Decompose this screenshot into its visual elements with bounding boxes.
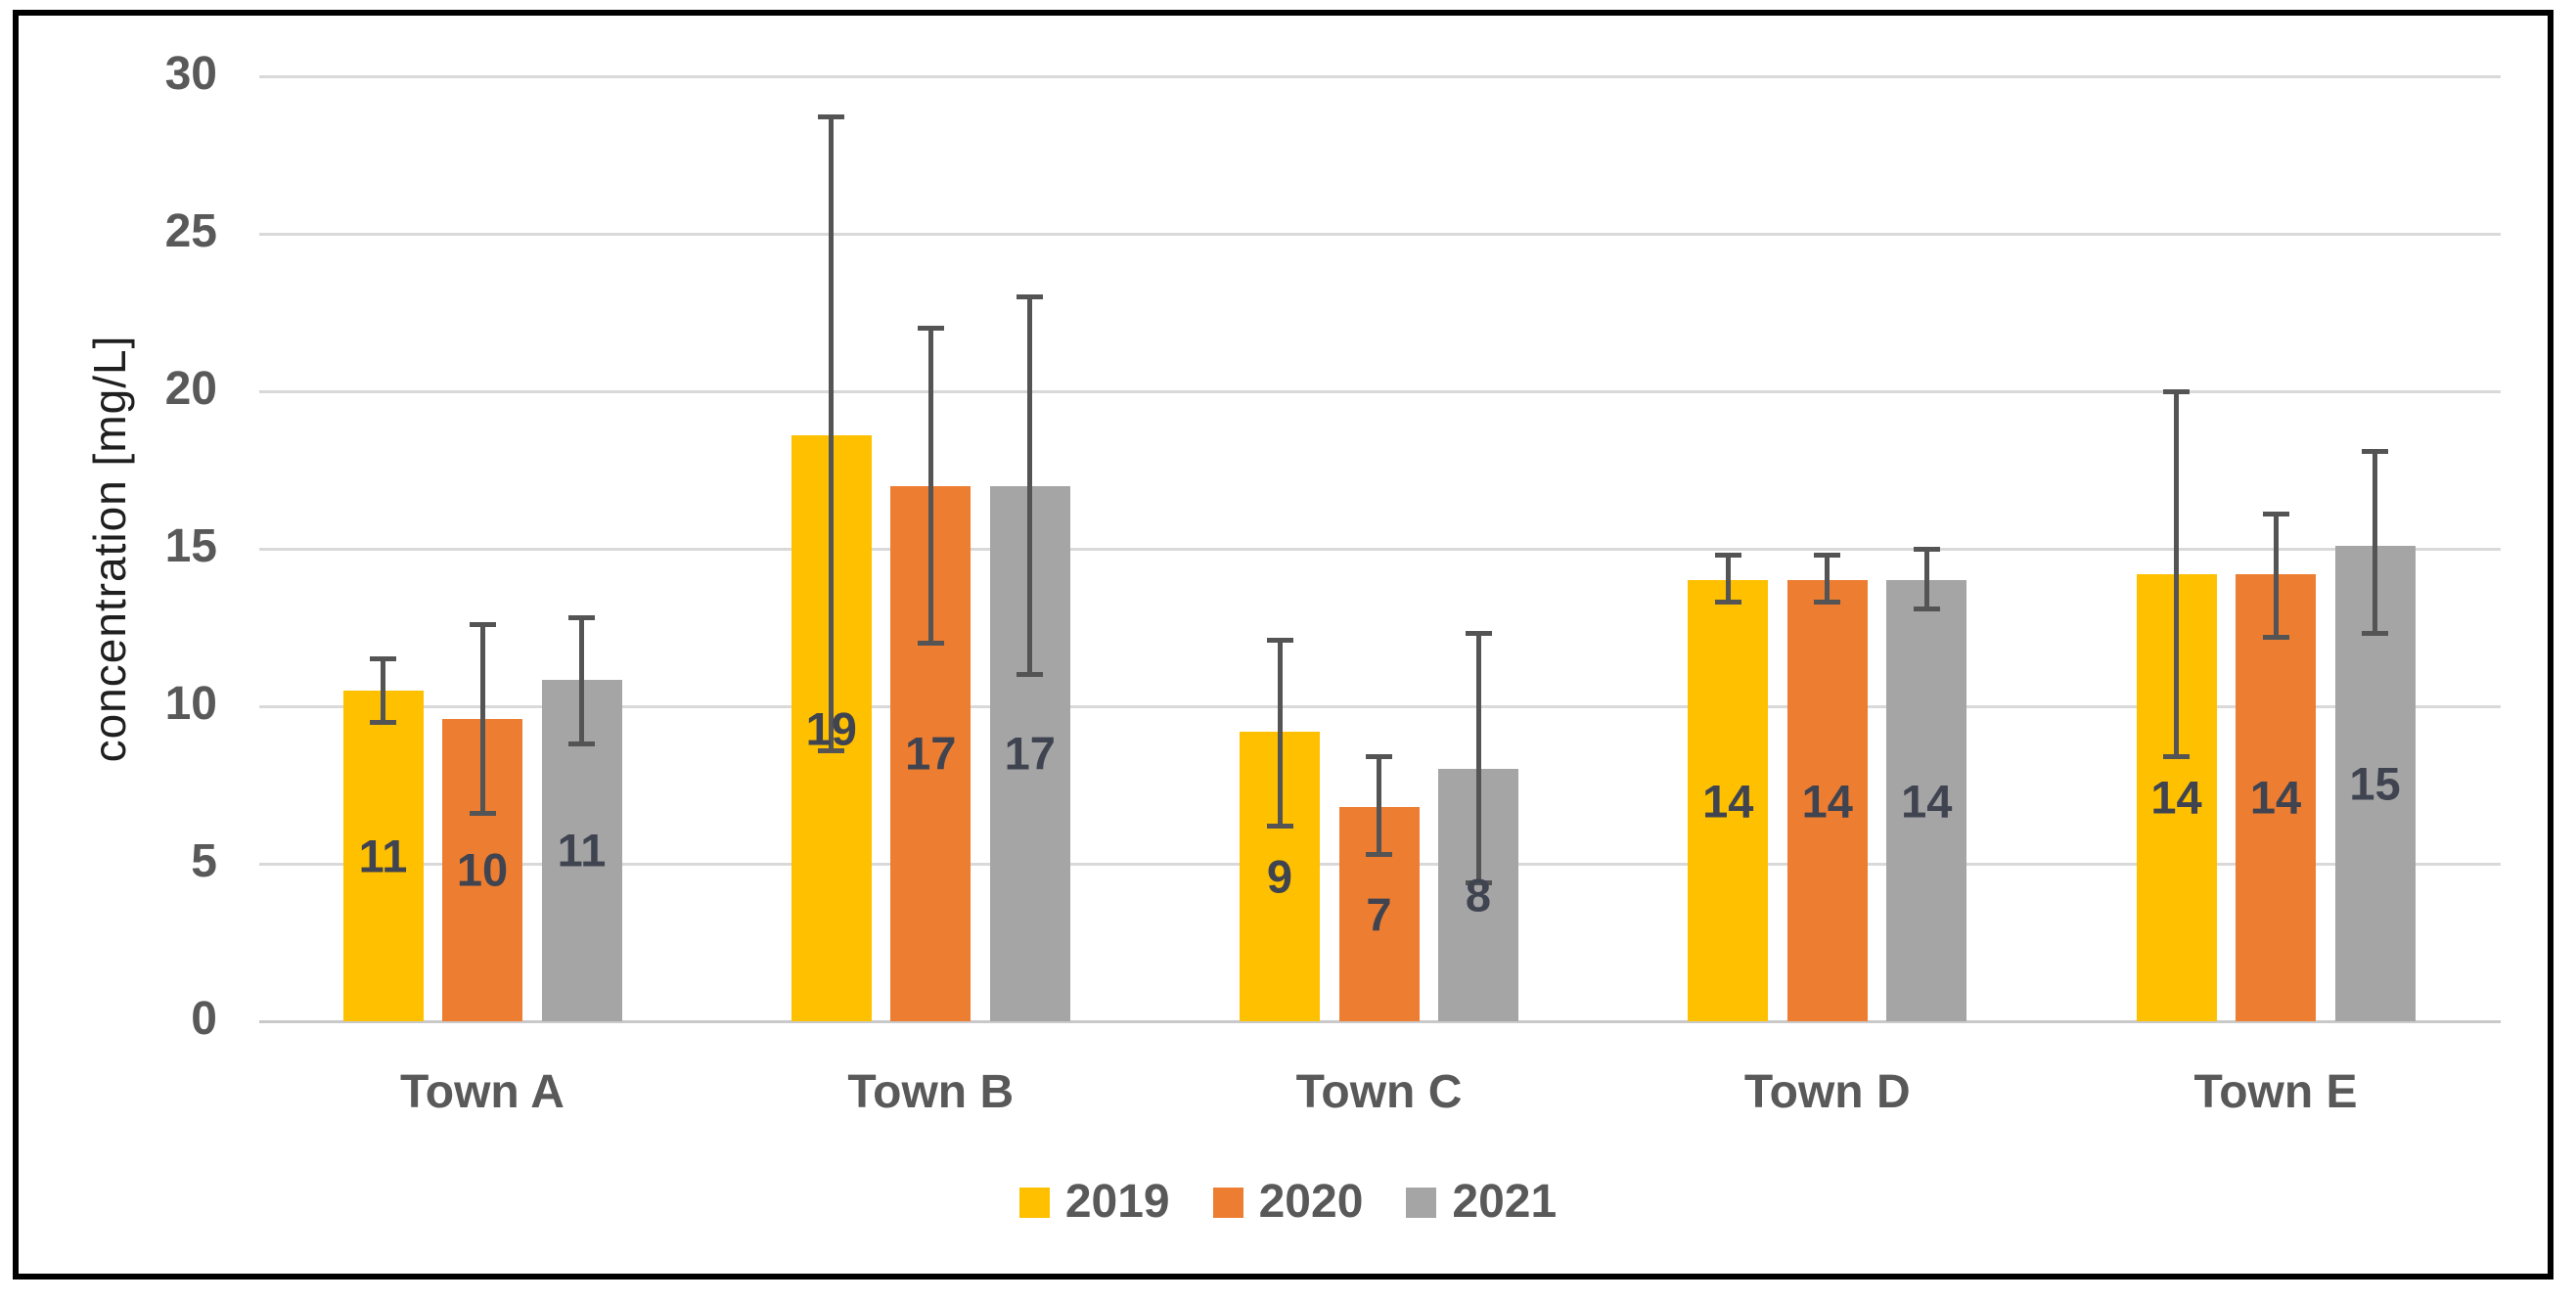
category-label-town-b: Town B [847,1066,1015,1118]
error-bar-line-2020-town-c [1377,756,1381,855]
error-bar-line-2020-town-b [927,328,933,644]
y-tick-label-10: 10 [164,678,217,731]
error-bar-top-cap-2021-town-c [1465,631,1492,637]
error-bar-line-2021-town-e [2373,451,2377,634]
error-bar-bottom-cap-2021-town-b [1017,672,1044,678]
error-bar-bottom-cap-2019-town-a [370,719,396,725]
y-tick-label-20: 20 [164,363,217,416]
error-bar-bottom-cap-2019-town-d [1714,600,1741,606]
gridline-y-15 [259,547,2501,551]
error-bar-bottom-cap-2020-town-e [2262,634,2289,640]
y-tick-label-0: 0 [191,993,217,1046]
error-bar-bottom-cap-2019-town-b [818,747,845,753]
data-label-2020-town-e: 14 [2249,771,2302,824]
legend: 2019 2020 2021 [0,1179,2576,1226]
error-bar-bottom-cap-2021-town-d [1913,606,1940,611]
legend-swatch-2019 [1018,1187,1050,1218]
legend-swatch-2021 [1406,1187,1437,1218]
error-bar-bottom-cap-2019-town-e [2163,754,2190,760]
legend-label-2021: 2021 [1452,1176,1558,1228]
data-label-2019-town-e: 14 [2150,771,2202,824]
data-label-2019-town-b: 19 [805,702,857,755]
error-bar-line-2021-town-c [1475,633,1481,883]
error-bar-top-cap-2020-town-c [1366,754,1392,760]
data-label-2019-town-c: 9 [1266,850,1293,903]
data-label-2021-town-e: 15 [2349,757,2401,810]
error-bar-bottom-cap-2021-town-e [2362,631,2388,637]
error-bar-bottom-cap-2020-town-a [469,810,496,816]
category-label-town-c: Town C [1295,1066,1463,1118]
gridline-y-10 [259,704,2501,708]
error-bar-bottom-cap-2021-town-a [568,741,595,747]
error-bar-top-cap-2021-town-a [568,615,595,621]
error-bar-line-2020-town-e [2273,514,2279,638]
error-bar-line-2021-town-a [579,617,584,744]
data-label-2019-town-a: 11 [358,830,408,882]
legend-label-2019: 2019 [1064,1176,1170,1228]
data-label-2020-town-d: 14 [1801,775,1853,828]
error-bar-line-2020-town-d [1825,555,1830,603]
x-axis-line [259,1019,2501,1023]
error-bar-bottom-cap-2019-town-c [1266,823,1293,829]
gridline-y-30 [259,74,2501,78]
legend-item-2021: 2021 [1406,1179,1557,1226]
y-tick-label-25: 25 [164,205,217,258]
bar-2020-town-e [2236,573,2316,1021]
error-bar-top-cap-2020-town-a [469,621,496,627]
gridline-y-25 [259,232,2501,236]
legend-item-2020: 2020 [1212,1176,1364,1228]
error-bar-top-cap-2021-town-d [1913,546,1940,552]
error-bar-top-cap-2019-town-e [2163,388,2190,394]
y-tick-label-5: 5 [191,835,217,888]
error-bar-line-2021-town-b [1027,296,1033,675]
error-bar-top-cap-2020-town-b [917,326,944,332]
legend-item-2019: 2019 [1018,1176,1170,1228]
data-label-2021-town-b: 17 [1004,727,1056,780]
error-bar-top-cap-2019-town-c [1266,637,1293,643]
bar-2019-town-d [1688,580,1769,1021]
error-bar-line-2020-town-a [479,624,485,814]
error-bar-line-2019-town-a [381,658,385,723]
error-bar-line-2019-town-d [1725,555,1731,603]
error-bar-line-2019-town-e [2174,391,2179,757]
data-label-2021-town-d: 14 [1901,775,1953,828]
bar-2020-town-d [1786,580,1868,1021]
error-bar-top-cap-2020-town-e [2262,512,2289,517]
error-bar-bottom-cap-2020-town-b [917,641,944,647]
data-label-2021-town-a: 11 [557,824,607,876]
y-tick-label-30: 30 [164,48,217,101]
error-bar-top-cap-2020-town-d [1814,552,1841,558]
category-label-town-d: Town D [1743,1066,1911,1118]
data-label-2020-town-c: 7 [1366,888,1392,941]
error-bar-line-2019-town-c [1277,640,1283,827]
error-bar-bottom-cap-2020-town-d [1814,600,1841,606]
data-label-2020-town-a: 10 [456,843,509,896]
category-label-town-e: Town E [2193,1066,2358,1118]
error-bar-top-cap-2019-town-a [370,656,396,662]
error-bar-bottom-cap-2021-town-c [1465,879,1492,885]
data-label-2021-town-c: 8 [1465,869,1492,921]
data-label-2020-town-b: 17 [905,727,957,780]
error-bar-top-cap-2019-town-b [818,114,845,120]
error-bar-top-cap-2021-town-e [2362,448,2388,454]
legend-label-2020: 2020 [1258,1176,1364,1228]
gridline-y-20 [259,389,2501,393]
category-label-town-a: Town A [400,1066,565,1118]
error-bar-bottom-cap-2020-town-c [1366,851,1392,857]
data-label-2019-town-d: 14 [1702,775,1754,828]
bar-2021-town-d [1886,580,1967,1021]
error-bar-line-2021-town-d [1923,549,1929,609]
error-bar-line-2019-town-b [829,116,835,751]
error-bar-top-cap-2021-town-b [1017,293,1044,299]
chart-frame-border [13,10,2553,1280]
legend-swatch-2020 [1212,1187,1243,1218]
bar-2019-town-a [342,690,424,1021]
error-bar-top-cap-2019-town-d [1714,552,1741,558]
y-tick-label-15: 15 [164,520,217,573]
